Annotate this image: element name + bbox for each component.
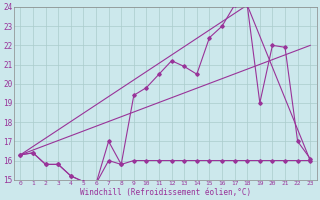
X-axis label: Windchill (Refroidissement éolien,°C): Windchill (Refroidissement éolien,°C) (80, 188, 251, 197)
